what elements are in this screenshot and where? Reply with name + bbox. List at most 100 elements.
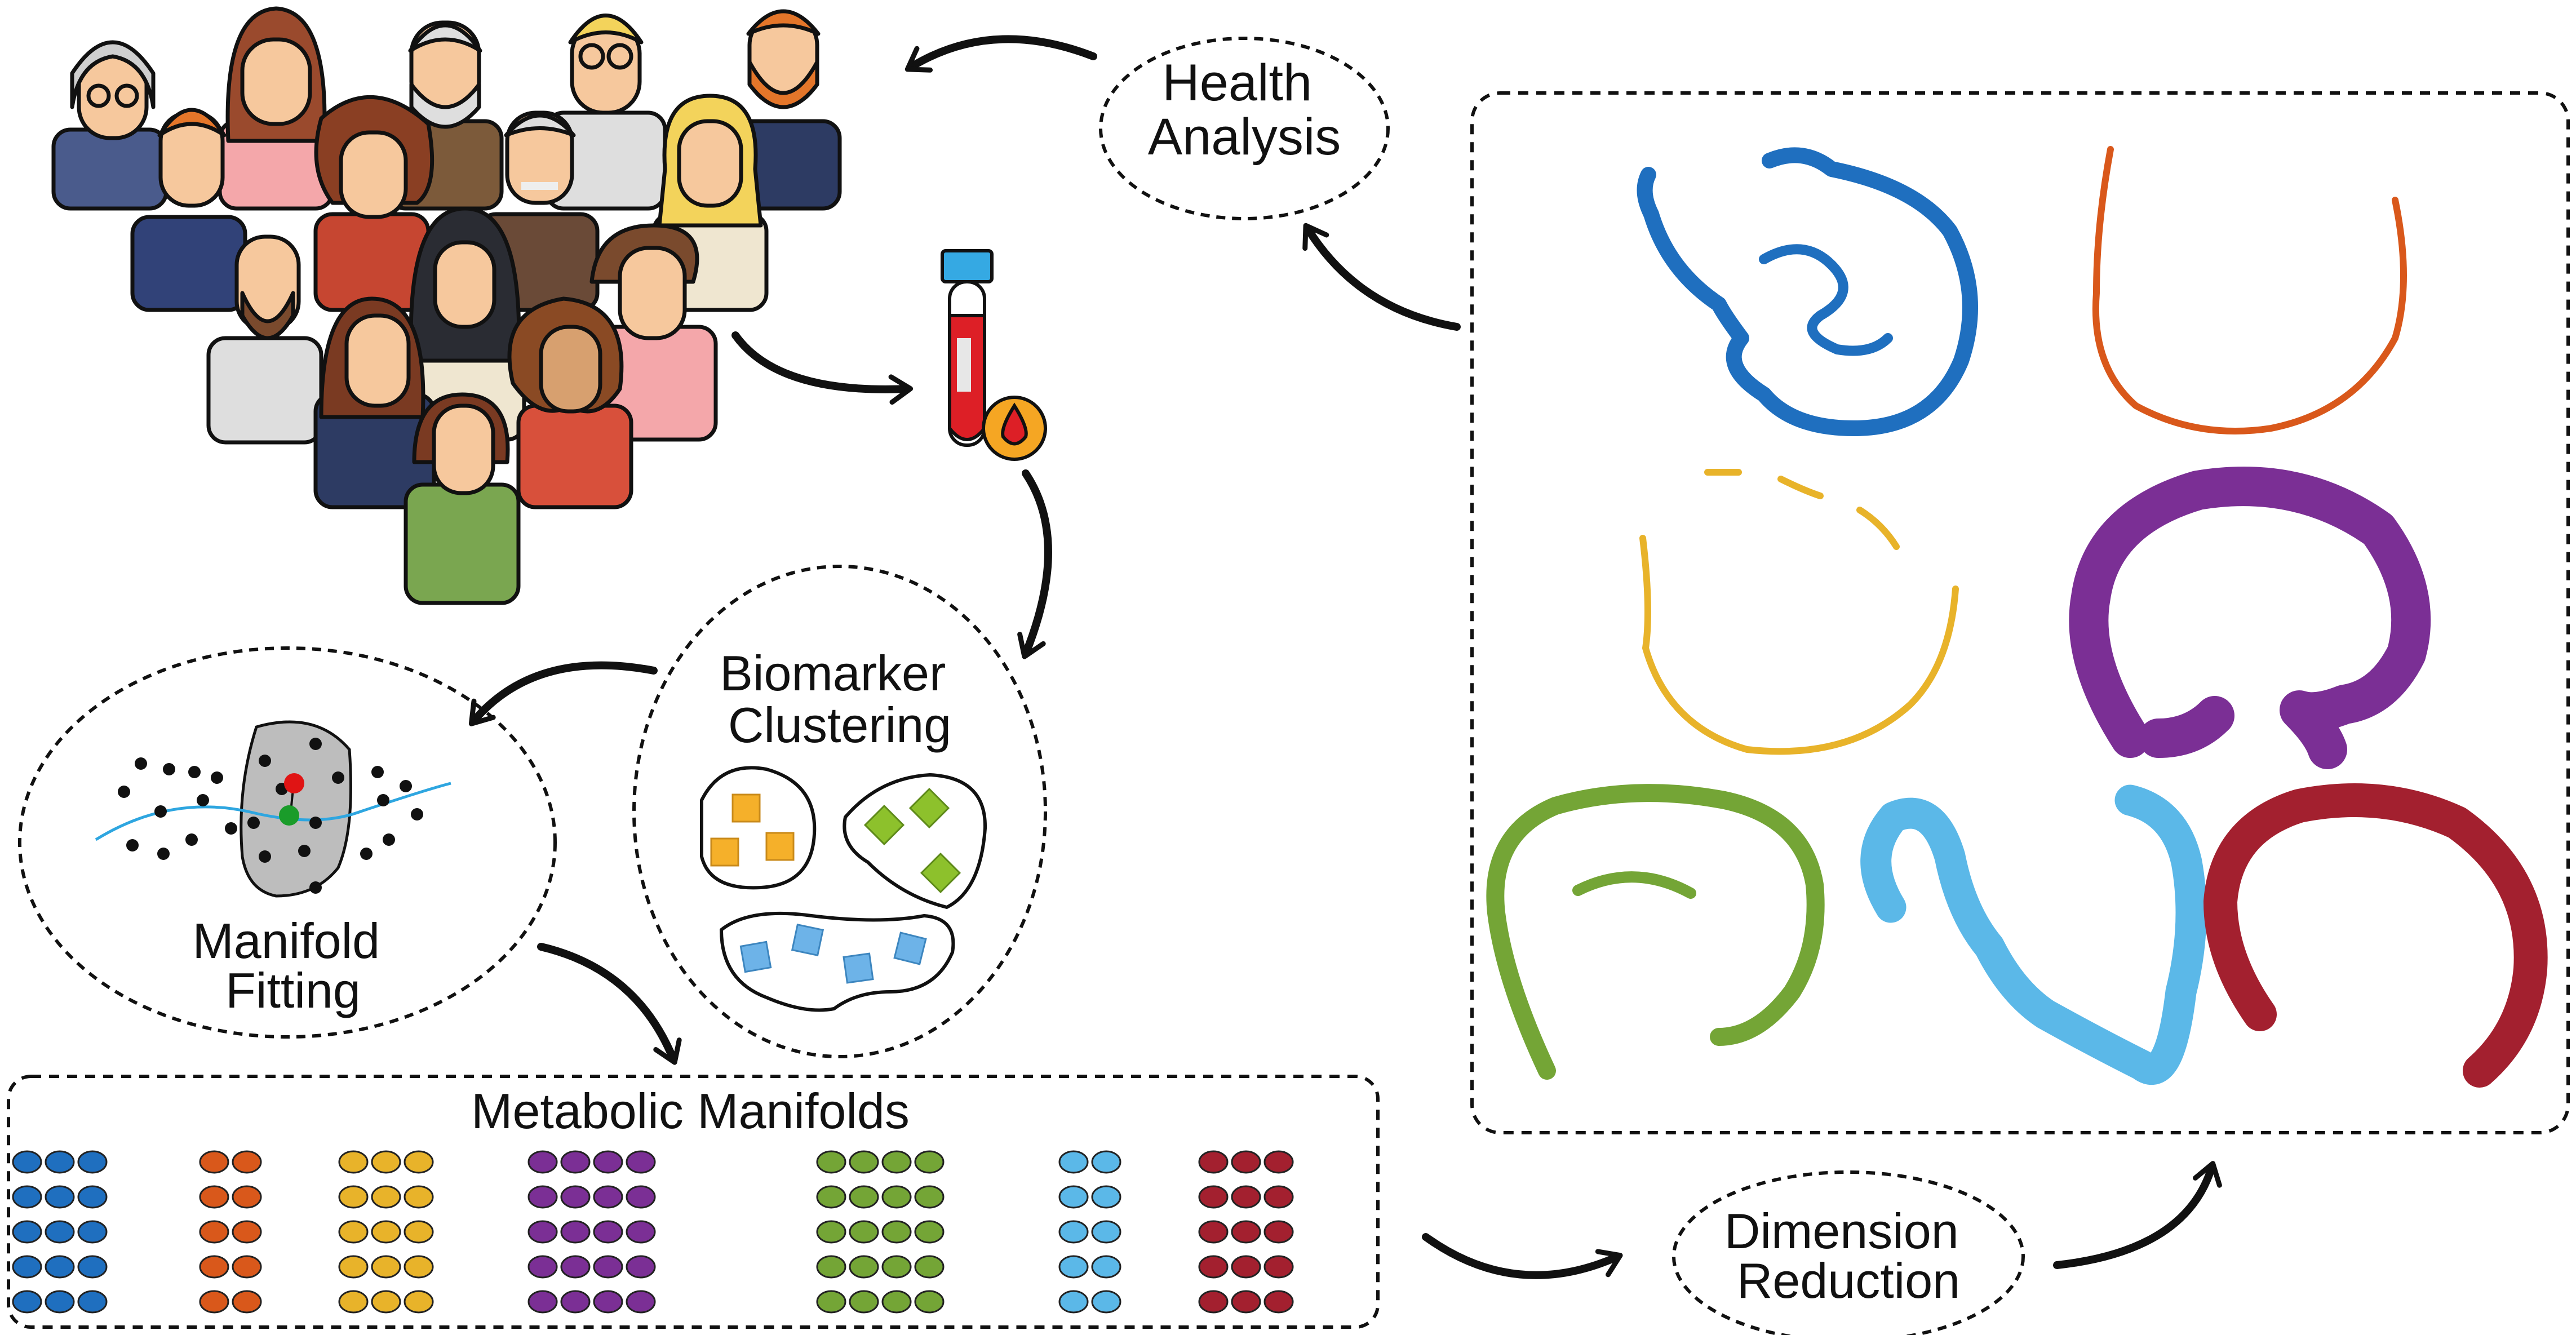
metabolite-ellipse — [626, 1185, 656, 1209]
metabolite-ellipse — [371, 1255, 401, 1279]
person-icon — [206, 234, 323, 445]
metabolite-group-orange — [199, 1150, 262, 1314]
manifold-shape-light-blue — [1860, 784, 2207, 1085]
metabolite-ellipse — [593, 1185, 623, 1209]
metabolite-ellipse — [1091, 1255, 1121, 1279]
metabolite-ellipse — [1198, 1150, 1229, 1174]
manifold-fitting-label: Manifold Fitting — [192, 913, 393, 1018]
metabolite-ellipse — [1198, 1220, 1229, 1244]
manifold-shapes-panel — [1470, 91, 2570, 1134]
manifold-shape-orange — [2092, 146, 2407, 434]
metabolite-ellipse — [626, 1255, 656, 1279]
manifold-shape-green — [1486, 784, 1825, 1080]
manifold-shape-blue — [1637, 147, 1978, 436]
metabolite-ellipse — [816, 1220, 846, 1244]
metabolite-ellipse — [849, 1220, 879, 1244]
metabolite-ellipse — [1198, 1255, 1229, 1279]
metabolite-ellipse — [1231, 1185, 1261, 1209]
metabolite-ellipse — [199, 1290, 229, 1314]
metabolite-ellipse — [1058, 1290, 1089, 1314]
metabolite-ellipse — [849, 1150, 879, 1174]
metabolite-ellipse — [1058, 1150, 1089, 1174]
metabolic-manifolds-title: Metabolic Manifolds — [471, 1083, 910, 1139]
arrow-people-to-blood — [731, 331, 914, 405]
metabolite-ellipse — [1263, 1220, 1294, 1244]
dimension-reduction-node: Dimension Reduction — [1672, 1170, 2025, 1335]
fitting-points — [118, 738, 423, 894]
metabolite-ellipse — [881, 1220, 912, 1244]
metabolite-ellipse — [849, 1290, 879, 1314]
metabolite-ellipse — [404, 1150, 434, 1174]
person-icon — [404, 392, 521, 605]
metabolite-ellipse — [232, 1290, 262, 1314]
metabolite-ellipse — [232, 1150, 262, 1174]
arrow-health-to-people — [905, 35, 1097, 73]
metabolite-ellipse — [816, 1150, 846, 1174]
metabolite-ellipse — [914, 1290, 945, 1314]
metabolite-ellipse — [1058, 1185, 1089, 1209]
person-icon — [218, 6, 335, 211]
metabolite-ellipse — [12, 1290, 42, 1314]
metabolite-ellipse — [45, 1150, 75, 1174]
red-point — [284, 773, 304, 793]
metabolite-ellipse — [1091, 1150, 1121, 1174]
metabolite-ellipse — [45, 1220, 75, 1244]
metabolite-ellipse — [77, 1150, 108, 1174]
metabolite-ellipse — [232, 1185, 262, 1209]
metabolite-ellipse — [338, 1185, 369, 1209]
metabolite-group-purple — [527, 1150, 656, 1314]
metabolic-manifolds-panel: Metabolic Manifolds — [7, 1075, 1380, 1329]
metabolite-ellipse — [527, 1150, 558, 1174]
person-icon — [651, 94, 769, 312]
metabolite-ellipse — [849, 1185, 879, 1209]
metabolite-ellipse — [12, 1185, 42, 1209]
manifold-shape-crimson — [2203, 783, 2548, 1088]
arrow-manifolds-to-reduction — [1422, 1233, 1623, 1279]
metabolite-ellipse — [404, 1185, 434, 1209]
person-icon — [507, 296, 633, 509]
metabolite-ellipse — [1263, 1185, 1294, 1209]
metabolite-ellipse — [881, 1255, 912, 1279]
person-icon — [51, 40, 169, 211]
person-icon — [544, 14, 667, 211]
arrow-clustering-to-fitting — [468, 661, 658, 726]
metabolite-groups — [12, 1150, 1294, 1314]
metabolite-ellipse — [560, 1220, 591, 1244]
metabolite-ellipse — [527, 1185, 558, 1209]
people-crowd-icon — [51, 6, 842, 605]
metabolite-ellipse — [1263, 1290, 1294, 1314]
metabolite-ellipse — [527, 1220, 558, 1244]
metabolite-group-yellow — [338, 1150, 434, 1314]
metabolite-ellipse — [881, 1290, 912, 1314]
metabolite-ellipse — [1231, 1255, 1261, 1279]
metabolite-ellipse — [1198, 1185, 1229, 1209]
metabolite-ellipse — [1091, 1185, 1121, 1209]
metabolite-ellipse — [560, 1290, 591, 1314]
metabolite-ellipse — [12, 1150, 42, 1174]
metabolite-ellipse — [914, 1255, 945, 1279]
metabolite-ellipse — [371, 1150, 401, 1174]
metabolite-ellipse — [849, 1255, 879, 1279]
green-point — [279, 805, 299, 826]
metabolite-group-blue — [12, 1150, 108, 1314]
metabolite-ellipse — [1198, 1290, 1229, 1314]
metabolite-ellipse — [914, 1220, 945, 1244]
metabolite-ellipse — [593, 1255, 623, 1279]
manifold-shape-purple — [2069, 467, 2431, 769]
metabolite-ellipse — [371, 1220, 401, 1244]
metabolite-ellipse — [199, 1150, 229, 1174]
metabolite-ellipse — [199, 1220, 229, 1244]
metabolite-ellipse — [338, 1290, 369, 1314]
metabolite-ellipse — [881, 1185, 912, 1209]
metabolite-ellipse — [199, 1255, 229, 1279]
metabolite-ellipse — [338, 1255, 369, 1279]
health-analysis-label: Health Analysis — [1148, 54, 1341, 166]
metabolite-ellipse — [1263, 1255, 1294, 1279]
cluster-green — [843, 773, 987, 910]
arrow-fitting-to-manifolds — [537, 943, 682, 1065]
metabolite-ellipse — [816, 1255, 846, 1279]
metabolite-ellipse — [77, 1255, 108, 1279]
metabolite-ellipse — [816, 1185, 846, 1209]
metabolite-ellipse — [404, 1255, 434, 1279]
metabolite-ellipse — [232, 1255, 262, 1279]
